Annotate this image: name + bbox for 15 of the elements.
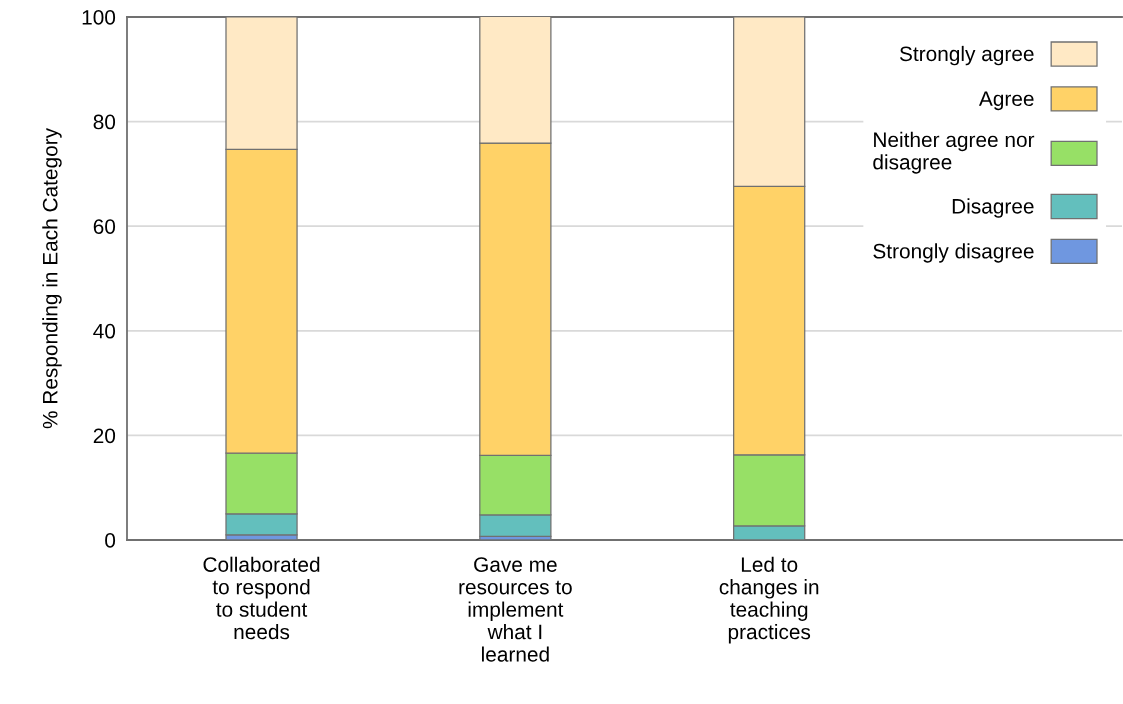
y-tick-label: 40 [93,323,116,339]
y-tick-label: 100 [82,10,116,25]
legend-label: Neither agree nor disagree [873,131,1035,174]
legend-label: Agree [978,91,1034,111]
x-tick-label: Gave me resources to implement what I learned [459,557,572,662]
y-tick-label: 0 [105,533,116,548]
legend-label: Strongly agree [899,45,1034,66]
x-tick-label: Led to changes in teaching practices [719,556,819,644]
y-tick-label: 20 [93,428,116,444]
y-tick-label: 60 [93,219,116,234]
y-axis-title: % Responding in Each Category [42,127,62,429]
legend-label: Strongly disagree [873,243,1034,263]
x-tick-label: Collaborated to respond to student needs [203,556,320,640]
legend-label: Disagree [952,198,1034,218]
y-tick-label: 80 [93,114,116,130]
